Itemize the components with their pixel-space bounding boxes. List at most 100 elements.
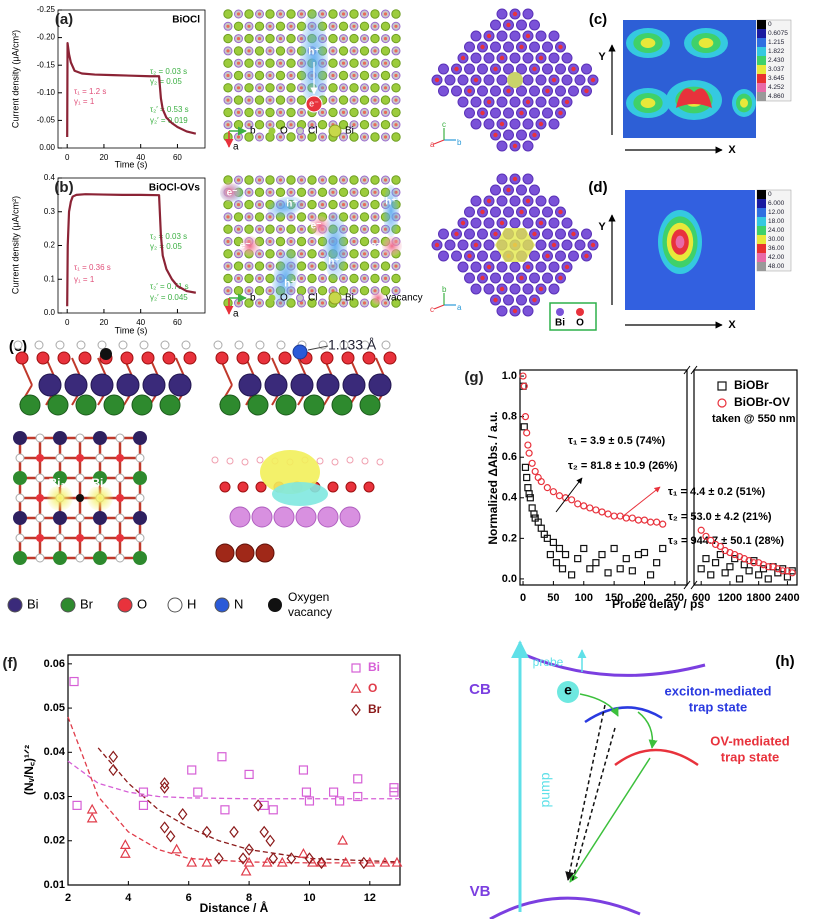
colorbar-swatch [757,74,766,83]
atom [55,340,65,350]
atom [509,195,521,207]
atom [576,308,584,316]
atom [265,175,275,185]
point [568,496,576,504]
atom [368,373,392,397]
point [301,787,312,797]
atom [219,481,231,493]
point [304,852,315,865]
point [337,834,349,845]
x-tick-label: 2400 [775,592,799,604]
atom [331,289,335,293]
atom [268,190,272,194]
point [745,567,753,575]
atom [391,58,401,68]
y-tick-label: 0.06 [44,658,65,670]
atom [460,220,466,226]
atom [320,110,325,114]
colorbar-swatch [757,208,766,217]
label: 2.430 [768,57,785,64]
atom [133,551,147,565]
atom [268,289,272,293]
atom [15,351,29,365]
atom [19,394,41,416]
atom [362,61,367,65]
atom [457,96,469,108]
atom [359,236,370,247]
atom [320,12,325,16]
atom [486,33,492,39]
label: 42.00 [768,254,785,261]
atom [339,506,361,528]
atom [338,286,349,296]
atom [349,9,359,19]
atom [352,98,356,102]
atom [509,217,521,229]
atom [320,276,325,280]
atom [480,209,485,215]
y-tick-label: 0.4 [44,173,56,182]
atom [516,85,527,97]
atom [254,70,265,81]
label: 6.000 [768,200,785,207]
annotation: τ₂ = 53.0 ± 4.2 (21%) [668,511,772,523]
point [552,559,561,567]
point [244,843,254,856]
atom [503,294,514,306]
atom [241,458,249,466]
point [238,852,248,865]
point [788,569,796,577]
atom [289,239,293,244]
atom [506,22,511,28]
atom [317,506,339,528]
atom [292,344,308,360]
atom [310,123,314,127]
atom [265,58,275,68]
label: h⁺ [286,199,297,210]
atom [275,46,286,56]
y-tick-label: -0.15 [37,60,56,69]
point [159,781,170,794]
atom [320,351,334,365]
atom [251,506,273,528]
atom [532,66,537,72]
atom [349,58,359,68]
atom [64,373,88,397]
annotation: τ₁ = 4.4 ± 0.2 (51%) [668,486,765,498]
atom [483,283,495,295]
atom [244,33,254,44]
label: H [187,596,196,611]
atom [516,19,527,31]
atom [383,37,388,41]
atom [310,216,330,236]
atom [383,178,388,182]
point [298,765,309,775]
atom [299,301,304,305]
atom [328,199,338,210]
atom [247,24,251,28]
label: 1.215 [768,39,785,46]
point [526,494,534,502]
y-tick-label: -0.25 [37,5,56,14]
x-tick-label: 0 [520,592,526,604]
atom [275,120,286,130]
atom [542,107,553,119]
shape [584,706,663,724]
point [165,830,176,843]
atom [519,44,524,50]
atom [233,212,244,222]
atom [244,9,254,19]
atom [331,458,339,466]
atom [499,220,505,226]
atom [331,190,335,194]
atom [483,52,495,64]
atom [328,124,342,138]
atom [257,252,262,256]
point [598,550,606,559]
point [711,559,720,567]
point [697,526,705,534]
atom [257,301,262,305]
point [276,856,288,867]
atom [226,98,230,102]
atom [78,351,92,365]
